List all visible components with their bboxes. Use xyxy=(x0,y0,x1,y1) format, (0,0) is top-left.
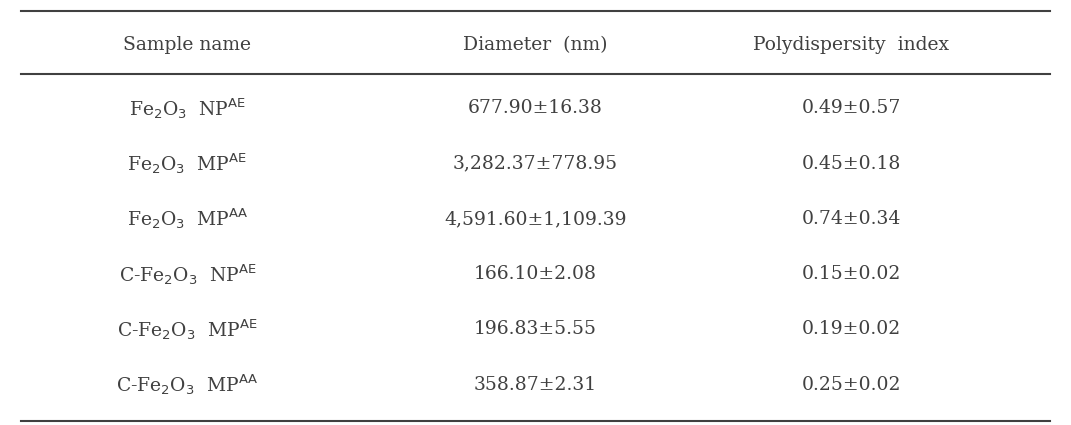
Text: 0.74±0.34: 0.74±0.34 xyxy=(802,210,901,228)
Text: 677.90±16.38: 677.90±16.38 xyxy=(468,99,603,117)
Text: 0.45±0.18: 0.45±0.18 xyxy=(802,155,901,173)
Text: C-Fe$_2$O$_3$  MP$^{\mathrm{AA}}$: C-Fe$_2$O$_3$ MP$^{\mathrm{AA}}$ xyxy=(117,372,258,397)
Text: 0.25±0.02: 0.25±0.02 xyxy=(802,376,901,394)
Text: 0.19±0.02: 0.19±0.02 xyxy=(802,320,901,338)
Text: C-Fe$_2$O$_3$  MP$^{\mathrm{AE}}$: C-Fe$_2$O$_3$ MP$^{\mathrm{AE}}$ xyxy=(117,317,258,342)
Text: 4,591.60±1,109.39: 4,591.60±1,109.39 xyxy=(444,210,627,228)
Text: 3,282.37±778.95: 3,282.37±778.95 xyxy=(453,155,618,173)
Text: Polydispersity  index: Polydispersity index xyxy=(753,36,950,54)
Text: 166.10±2.08: 166.10±2.08 xyxy=(474,265,597,283)
Text: Fe$_2$O$_3$  NP$^{\mathrm{AE}}$: Fe$_2$O$_3$ NP$^{\mathrm{AE}}$ xyxy=(129,96,246,121)
Text: 358.87±2.31: 358.87±2.31 xyxy=(474,376,597,394)
Text: Sample name: Sample name xyxy=(123,36,252,54)
Text: 0.49±0.57: 0.49±0.57 xyxy=(802,99,901,117)
Text: Fe$_2$O$_3$  MP$^{\mathrm{AE}}$: Fe$_2$O$_3$ MP$^{\mathrm{AE}}$ xyxy=(127,151,247,176)
Text: Fe$_2$O$_3$  MP$^{\mathrm{AA}}$: Fe$_2$O$_3$ MP$^{\mathrm{AA}}$ xyxy=(126,207,248,231)
Text: C-Fe$_2$O$_3$  NP$^{\mathrm{AE}}$: C-Fe$_2$O$_3$ NP$^{\mathrm{AE}}$ xyxy=(119,262,256,286)
Text: 196.83±5.55: 196.83±5.55 xyxy=(474,320,597,338)
Text: Diameter  (nm): Diameter (nm) xyxy=(464,36,607,54)
Text: 0.15±0.02: 0.15±0.02 xyxy=(802,265,901,283)
